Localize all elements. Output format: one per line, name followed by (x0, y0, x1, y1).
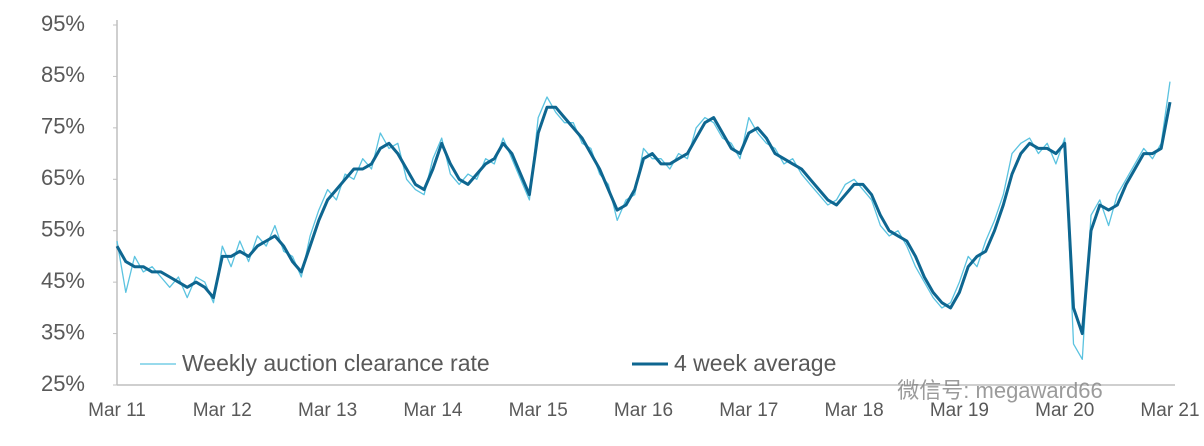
y-tick-label: 75% (41, 114, 85, 139)
x-tick-label: Mar 14 (403, 400, 463, 421)
x-tick-label: Mar 21 (1140, 400, 1199, 421)
y-tick-label: 25% (41, 371, 85, 396)
series-line (116, 81, 1171, 360)
x-tick-label: Mar 12 (193, 400, 252, 421)
y-tick-label: 95% (41, 11, 85, 36)
x-tick-label: Mar 15 (509, 400, 568, 421)
x-tick-label: Mar 19 (930, 400, 989, 421)
y-tick-label: 35% (41, 319, 85, 344)
series-line (115, 101, 1172, 336)
x-tick-label: Mar 16 (614, 400, 673, 421)
x-tick-label: Mar 17 (719, 400, 778, 421)
legend-label: Weekly auction clearance rate (182, 350, 490, 376)
x-tick-label: Mar 20 (1035, 400, 1094, 421)
y-tick-label: 65% (41, 165, 85, 190)
x-tick-label: Mar 11 (88, 400, 146, 421)
y-tick-label: 85% (41, 62, 85, 87)
watermark: 微信号: megaward66 (897, 378, 1102, 403)
y-tick-label: 55% (41, 217, 85, 242)
x-tick-label: Mar 18 (825, 400, 884, 421)
legend-label: 4 week average (674, 350, 836, 376)
x-tick-label: Mar 13 (298, 400, 357, 421)
y-tick-label: 45% (41, 268, 85, 293)
